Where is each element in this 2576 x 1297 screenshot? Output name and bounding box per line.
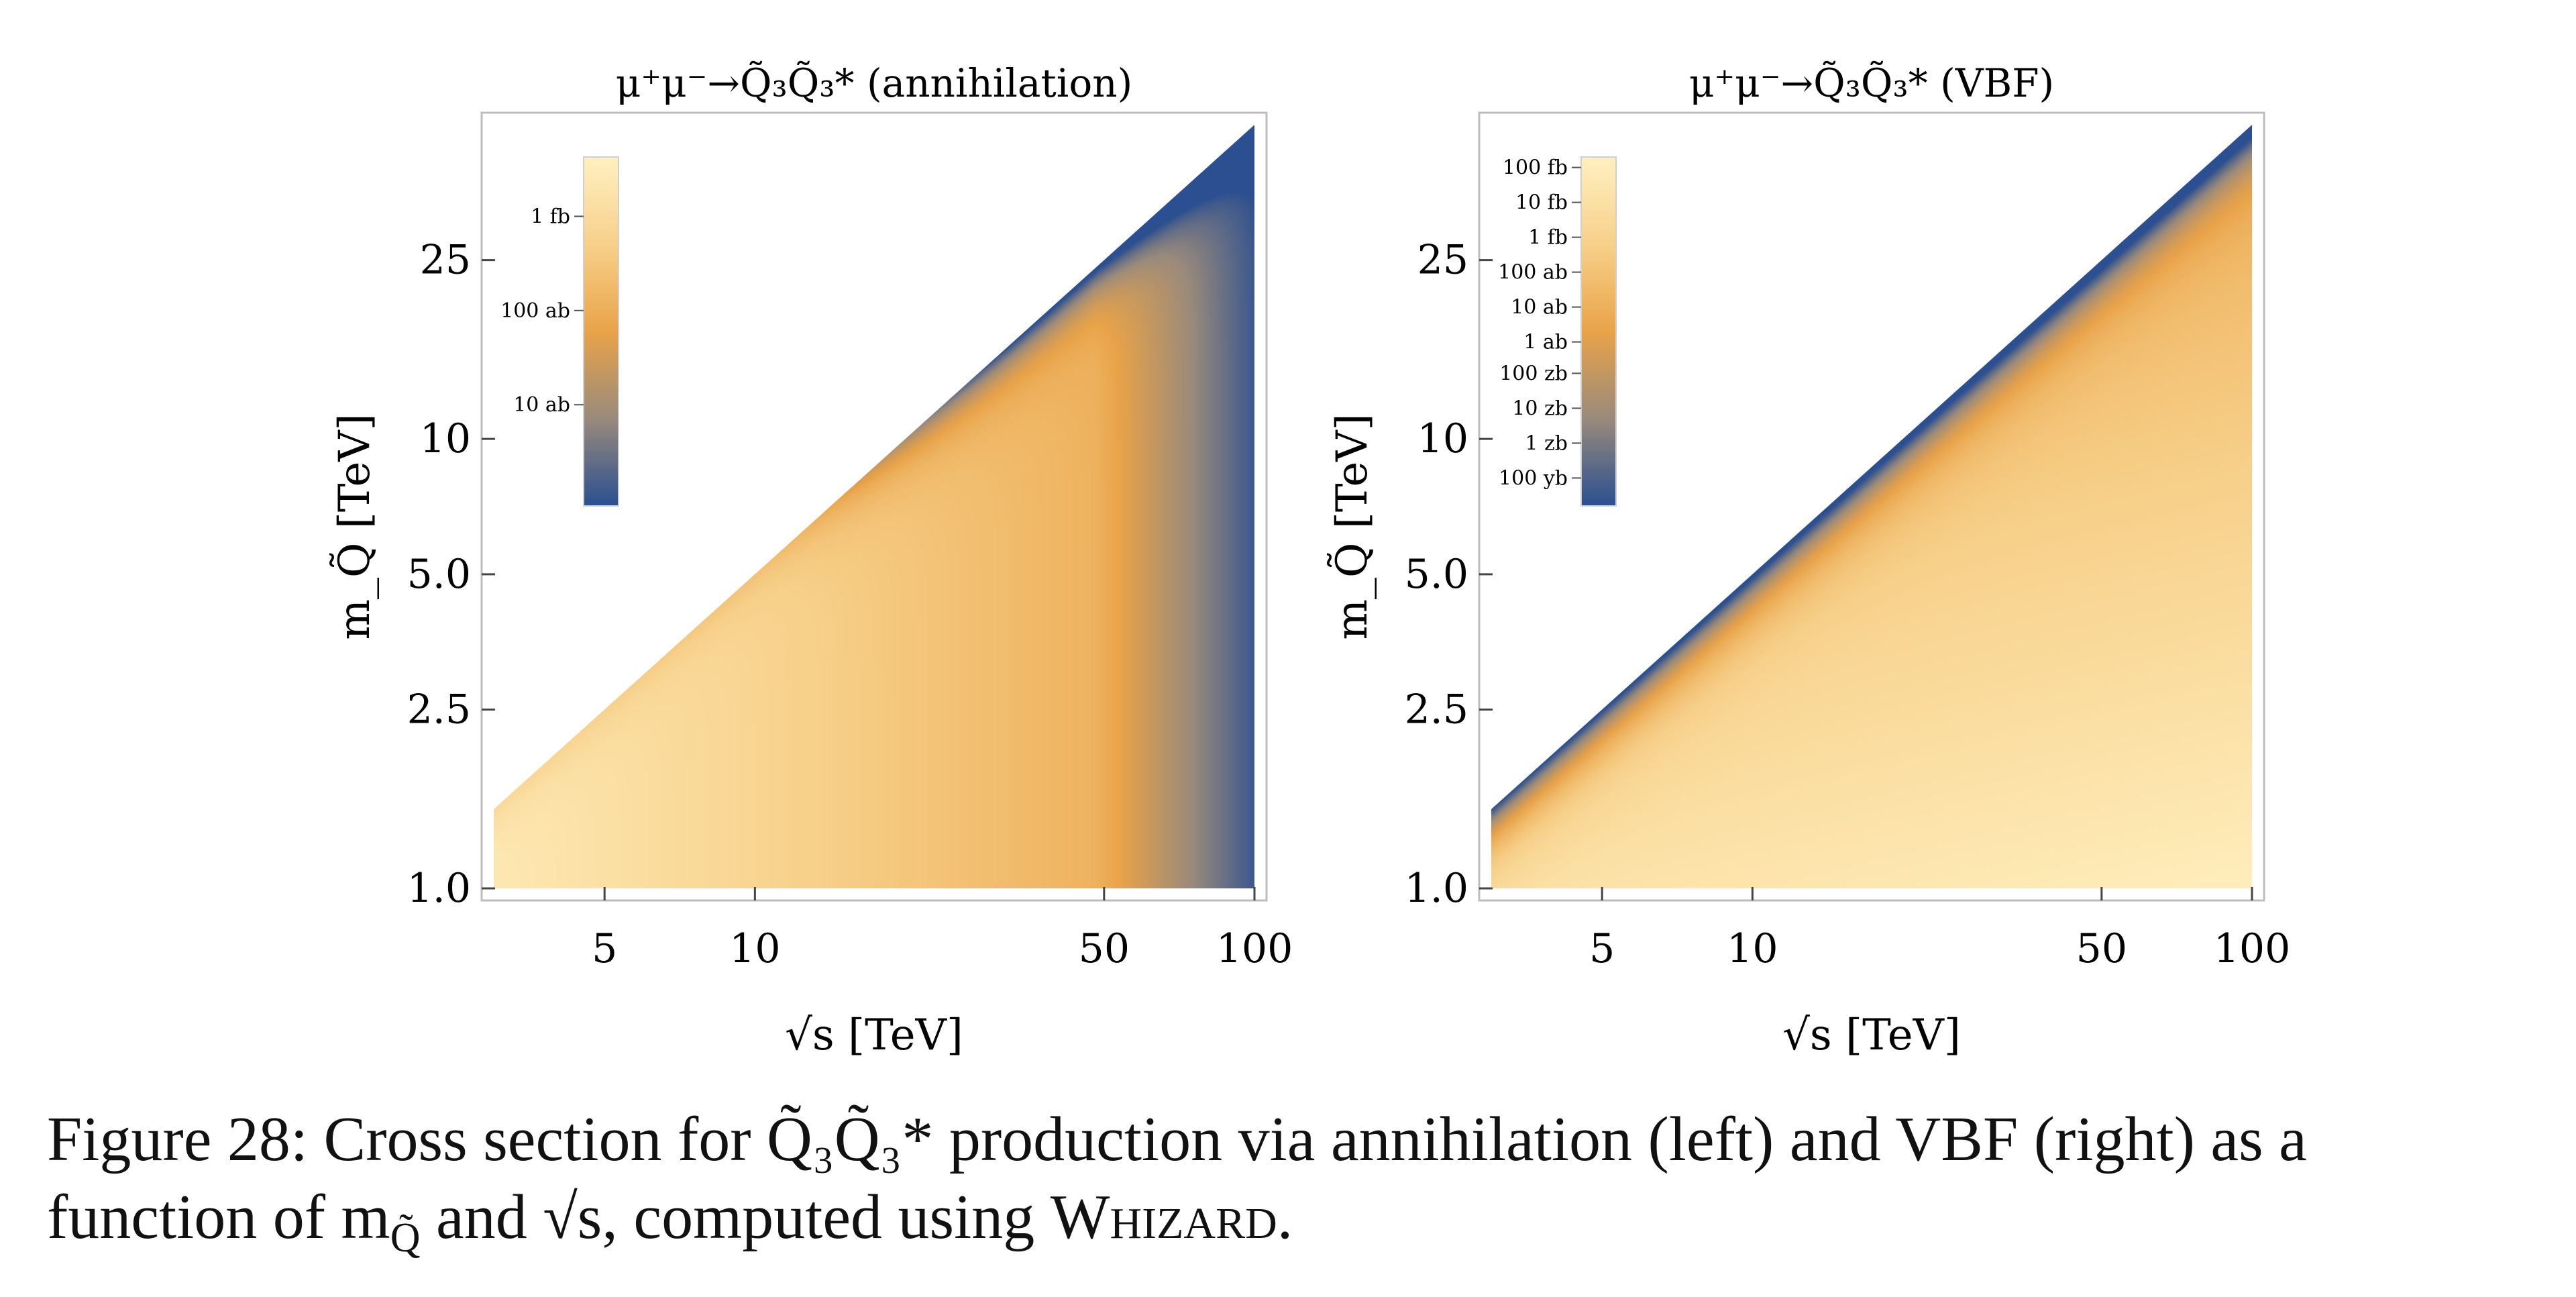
caption-line-2-b: and √s, computed using: [420, 1182, 1051, 1252]
y-tick-label: 10: [1417, 415, 1468, 462]
figure-caption: Figure 28: Cross section for Q̃₃Q̃₃* pro…: [47, 1100, 2542, 1277]
caption-line-1: Figure 28: Cross section for Q̃₃Q̃₃* pro…: [47, 1104, 2307, 1174]
figure: μ⁺μ⁻→Q̃₃Q̃₃* (annihilation) 5 10 50 100 1.0 2.…: [329, 60, 2290, 1060]
caption-line-2-sub: Q̃: [390, 1214, 421, 1261]
x-axis-label: √s [TeV]: [785, 1010, 963, 1060]
colorbar-label: 10 ab: [1511, 296, 1568, 319]
caption-line-2-end: .: [1277, 1182, 1293, 1252]
colorbar-label: 1 fb: [1528, 226, 1568, 250]
colorbar-label: 100 yb: [1499, 466, 1568, 490]
chart-panel-2: μ⁺μ⁻→Q̃₃Q̃₃* (VBF) 5 10 50 100 1.0 2.5 5.0 10 25 √…: [1327, 60, 2290, 1060]
y-tick-label: 10: [420, 415, 471, 462]
chart-title: μ⁺μ⁻→Q̃₃Q̃₃* (VBF): [1689, 60, 2054, 106]
y-tick-label: 25: [420, 237, 471, 284]
x-tick-label: 100: [2214, 925, 2291, 972]
y-axis-label: m_Q̃ [TeV]: [1327, 413, 1377, 639]
chart-title: μ⁺μ⁻→Q̃₃Q̃₃* (annihilation): [616, 60, 1133, 106]
colorbar-label: 10 ab: [513, 393, 570, 417]
colorbar-label: 100 zb: [1499, 362, 1568, 385]
colorbar-label: 100 ab: [500, 299, 570, 323]
x-tick-label: 50: [1079, 925, 1130, 972]
y-tick-label: 2.5: [407, 686, 471, 733]
colorbar-label: 100 fb: [1503, 156, 1568, 180]
colorbar-label: 1 fb: [531, 205, 570, 228]
chart-panel-1: μ⁺μ⁻→Q̃₃Q̃₃* (annihilation) 5 10 50 100 1.0 2.…: [329, 60, 1293, 1060]
x-tick-label: 10: [729, 925, 780, 972]
x-tick-label: 50: [2076, 925, 2127, 972]
x-axis-label: √s [TeV]: [1782, 1010, 1961, 1060]
colorbar-label: 10 zb: [1512, 397, 1568, 420]
colorbar-label: 100 ab: [1498, 261, 1568, 284]
y-tick-label: 1.0: [1405, 865, 1468, 912]
y-axis-label: m_Q̃ [TeV]: [329, 413, 380, 639]
caption-line-2-a: function of m: [47, 1182, 390, 1252]
colorbar-label: 1 ab: [1523, 331, 1568, 354]
x-tick-label: 100: [1216, 925, 1293, 972]
x-tick-label: 10: [1727, 925, 1778, 972]
caption-line-2: function of mQ̃ and √s, computed using W…: [47, 1178, 2542, 1277]
colorbar: [1580, 156, 1617, 507]
colorbar: [583, 156, 619, 507]
figure-svg: μ⁺μ⁻→Q̃₃Q̃₃* (annihilation) 5 10 50 100 1.0 2.…: [329, 60, 2290, 1060]
caption-tool-name: Whizard: [1050, 1182, 1277, 1252]
y-tick-label: 2.5: [1405, 686, 1468, 733]
y-tick-label: 5.0: [1405, 551, 1468, 598]
colorbar-label: 10 fb: [1515, 191, 1568, 215]
x-tick-label: 5: [1589, 925, 1615, 972]
y-tick-label: 5.0: [407, 551, 471, 598]
y-tick-label: 1.0: [407, 865, 471, 912]
colorbar-label: 1 zb: [1525, 431, 1568, 455]
y-tick-label: 25: [1417, 237, 1468, 284]
x-tick-label: 5: [592, 925, 617, 972]
